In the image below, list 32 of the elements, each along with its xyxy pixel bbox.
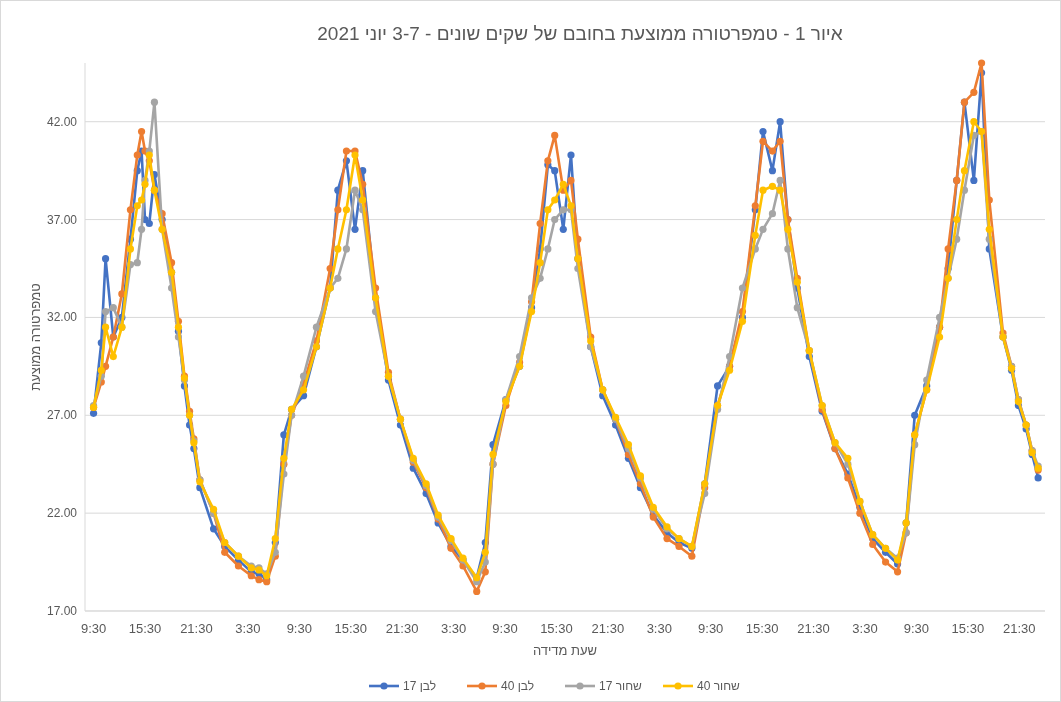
y-tick-label: 42.00: [46, 114, 78, 129]
x-tick-label: 3:30: [235, 621, 261, 636]
x-tick-label: 9:30: [80, 621, 107, 636]
chart-title: איור 1 - טמפרטורה ממוצעת בחובם של שקים שונים - 3-7 יוני 2021: [317, 23, 843, 44]
x-tick-label: 9:30: [286, 621, 312, 636]
legend-label: לבן 17: [403, 679, 437, 693]
x-tick-label: 21:30: [797, 621, 830, 636]
x-tick-label: 3:30: [852, 621, 878, 636]
y-tick-label: 32.00: [46, 310, 78, 325]
x-axis-title: שעת מדידה: [532, 643, 598, 658]
y-tick-label: 27.00: [46, 408, 78, 423]
x-tick-label: 9:30: [698, 621, 724, 636]
x-tick-label: 3:30: [440, 621, 467, 636]
x-tick-label: 15:30: [745, 621, 779, 636]
y-tick-label: 17.00: [46, 604, 78, 618]
x-tick-label: 15:30: [128, 621, 162, 636]
legend-label: לבן 40: [501, 679, 535, 693]
x-tick-label: 15:30: [540, 621, 573, 636]
x-tick-label: 15:30: [334, 621, 367, 636]
x-tick-label: 9:30: [903, 621, 930, 636]
x-tick-label: 3:30: [646, 621, 672, 636]
x-tick-label: 21:30: [385, 621, 419, 636]
y-tick-label: 37.00: [46, 212, 78, 227]
y-axis-title: טמפרטורה ממוצעת: [28, 283, 43, 391]
legend-label: שחור 17: [599, 679, 643, 693]
x-tick-label: 21:30: [1003, 621, 1036, 636]
x-tick-label: 15:30: [951, 621, 985, 636]
legend-label: שחור 40: [697, 679, 741, 693]
x-tick-label: 21:30: [180, 621, 213, 636]
x-tick-label: 21:30: [591, 621, 625, 636]
x-tick-label: 9:30: [492, 621, 518, 636]
y-tick-label: 22.00: [46, 506, 78, 521]
